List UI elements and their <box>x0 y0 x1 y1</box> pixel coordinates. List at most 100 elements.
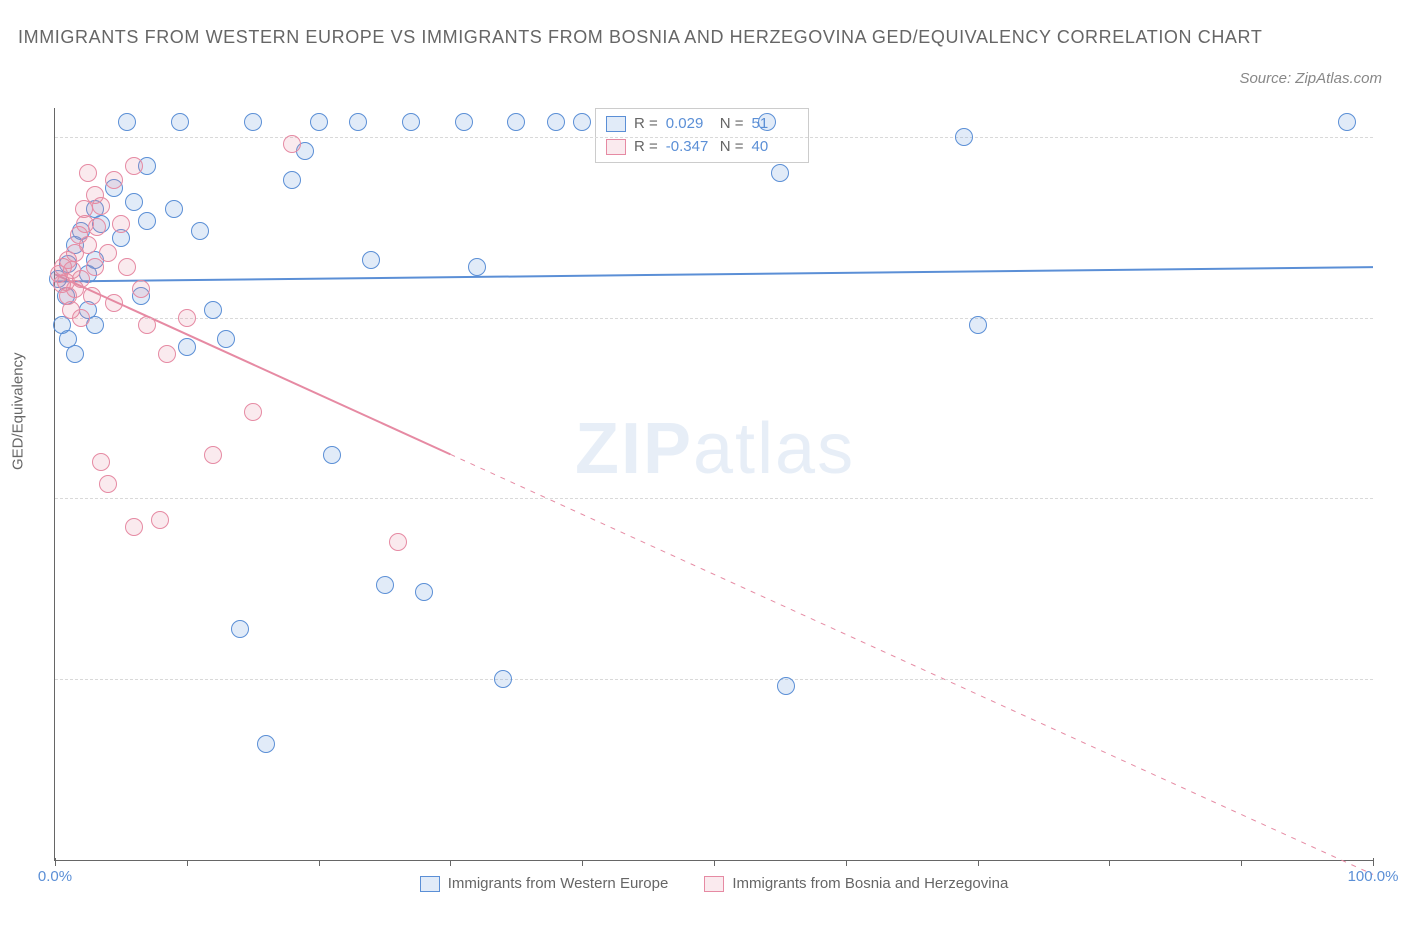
legend-r-label: R = <box>634 113 658 136</box>
data-point-we <box>66 345 84 363</box>
data-point-we <box>494 670 512 688</box>
data-point-we <box>191 222 209 240</box>
data-point-we <box>125 193 143 211</box>
legend-r-label: R = <box>634 136 658 159</box>
data-point-we <box>165 200 183 218</box>
data-point-bh <box>83 287 101 305</box>
gridline-h <box>55 318 1373 319</box>
data-point-we <box>323 446 341 464</box>
data-point-bh <box>105 294 123 312</box>
legend-r-value-bh: -0.347 <box>666 136 712 159</box>
data-point-bh <box>158 345 176 363</box>
data-point-bh <box>92 453 110 471</box>
x-tick-mark <box>450 860 451 866</box>
data-point-we <box>1338 113 1356 131</box>
data-point-bh <box>105 171 123 189</box>
x-tick-label: 0.0% <box>38 868 72 885</box>
data-point-we <box>204 301 222 319</box>
legend-swatch-bh <box>704 876 724 892</box>
data-point-we <box>415 583 433 601</box>
x-tick-mark <box>582 860 583 866</box>
data-point-we <box>138 212 156 230</box>
x-tick-mark <box>1109 860 1110 866</box>
legend-swatch-bh <box>606 139 626 155</box>
data-point-bh <box>132 280 150 298</box>
data-point-we <box>758 113 776 131</box>
data-point-bh <box>79 236 97 254</box>
data-point-we <box>777 677 795 695</box>
gridline-h <box>55 498 1373 499</box>
data-point-bh <box>99 475 117 493</box>
series-legend-item-bh: Immigrants from Bosnia and Herzegovina <box>704 875 1008 892</box>
data-point-we <box>955 128 973 146</box>
data-point-bh <box>138 316 156 334</box>
data-point-we <box>573 113 591 131</box>
data-point-bh <box>244 403 262 421</box>
x-tick-mark <box>1373 858 1374 866</box>
data-point-we <box>547 113 565 131</box>
legend-swatch-we <box>606 116 626 132</box>
data-point-we <box>310 113 328 131</box>
x-tick-label: 100.0% <box>1348 868 1399 885</box>
data-point-bh <box>125 157 143 175</box>
data-point-bh <box>72 309 90 327</box>
legend-row-bh: R = -0.347 N = 40 <box>606 136 798 159</box>
data-point-bh <box>92 197 110 215</box>
data-point-bh <box>151 511 169 529</box>
data-point-we <box>244 113 262 131</box>
data-point-bh <box>283 135 301 153</box>
data-point-we <box>217 330 235 348</box>
data-point-bh <box>99 244 117 262</box>
series-legend-item-we: Immigrants from Western Europe <box>420 875 669 892</box>
data-point-bh <box>204 446 222 464</box>
data-point-bh <box>125 518 143 536</box>
legend-swatch-we <box>420 876 440 892</box>
legend-n-value-bh: 40 <box>752 136 798 159</box>
data-point-we <box>507 113 525 131</box>
data-point-we <box>231 620 249 638</box>
legend-r-value-we: 0.029 <box>666 113 712 136</box>
data-point-we <box>771 164 789 182</box>
gridline-h <box>55 137 1373 138</box>
data-point-we <box>402 113 420 131</box>
data-point-we <box>171 113 189 131</box>
data-point-bh <box>118 258 136 276</box>
data-point-we <box>362 251 380 269</box>
x-tick-mark <box>714 860 715 866</box>
trend-lines-layer <box>55 108 1373 860</box>
trend-line-we <box>55 267 1373 281</box>
legend-n-label: N = <box>720 136 744 159</box>
data-point-we <box>468 258 486 276</box>
x-tick-mark <box>55 858 56 866</box>
series-legend: Immigrants from Western Europe Immigrants… <box>55 875 1373 892</box>
x-tick-mark <box>978 860 979 866</box>
data-point-we <box>178 338 196 356</box>
chart-title: IMMIGRANTS FROM WESTERN EUROPE VS IMMIGR… <box>18 24 1286 51</box>
data-point-bh <box>389 533 407 551</box>
data-point-we <box>969 316 987 334</box>
data-point-bh <box>178 309 196 327</box>
data-point-we <box>349 113 367 131</box>
data-point-bh <box>112 215 130 233</box>
y-axis-label: GED/Equivalency <box>10 352 27 470</box>
data-point-we <box>118 113 136 131</box>
series-legend-label-bh: Immigrants from Bosnia and Herzegovina <box>732 875 1008 892</box>
source-attribution: Source: ZipAtlas.com <box>1239 70 1382 87</box>
x-tick-mark <box>846 860 847 866</box>
data-point-we <box>376 576 394 594</box>
data-point-bh <box>88 218 106 236</box>
x-tick-mark <box>319 860 320 866</box>
trend-line-extrapolated-bh <box>450 454 1373 874</box>
scatter-plot-area: ZIPatlas R =0.029N =51R =-0.347N =40 Imm… <box>54 108 1373 861</box>
data-point-we <box>257 735 275 753</box>
data-point-bh <box>86 258 104 276</box>
data-point-bh <box>79 164 97 182</box>
gridline-h <box>55 679 1373 680</box>
data-point-we <box>283 171 301 189</box>
correlation-legend: R =0.029N =51R =-0.347N =40 <box>595 108 809 163</box>
x-tick-mark <box>187 860 188 866</box>
x-tick-mark <box>1241 860 1242 866</box>
series-legend-label-we: Immigrants from Western Europe <box>448 875 669 892</box>
data-point-we <box>455 113 473 131</box>
legend-n-label: N = <box>720 113 744 136</box>
